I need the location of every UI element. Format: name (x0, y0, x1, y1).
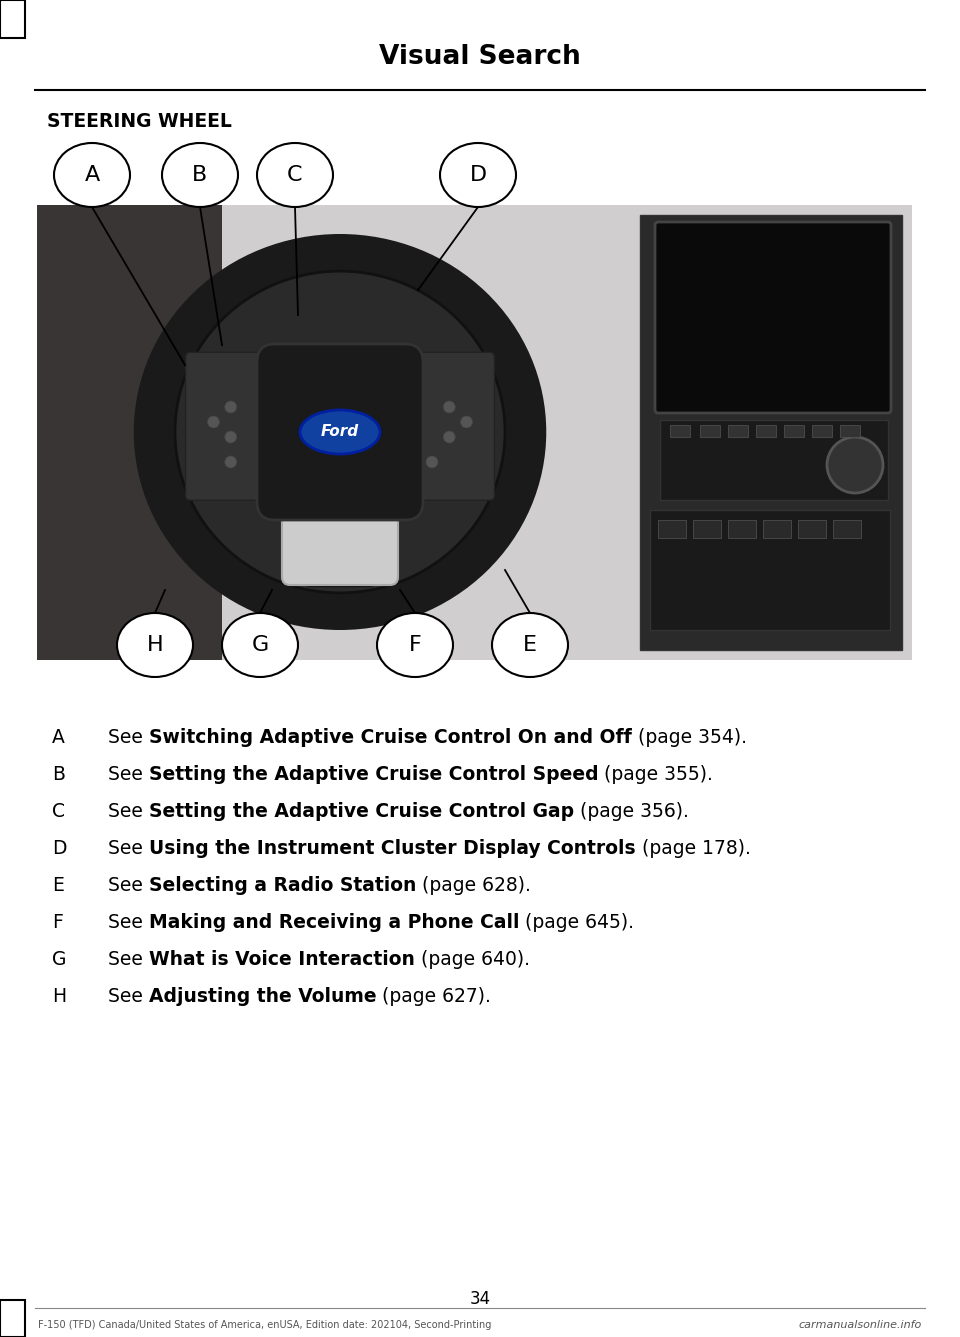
Bar (728, 425, 748, 437)
Text: Ford: Ford (321, 425, 359, 440)
Ellipse shape (133, 234, 546, 630)
Text: Visual Search: Visual Search (379, 44, 581, 70)
Ellipse shape (175, 271, 505, 592)
Text: H: H (52, 987, 66, 1005)
Ellipse shape (190, 289, 490, 576)
Ellipse shape (54, 143, 130, 207)
Bar (0, 1300, 25, 1337)
Text: A: A (84, 164, 100, 185)
Bar (658, 520, 686, 537)
Text: H: H (147, 635, 163, 655)
Text: C: C (52, 802, 65, 821)
Ellipse shape (162, 143, 238, 207)
Text: D: D (52, 840, 66, 858)
Text: Making and Receiving a Phone Call: Making and Receiving a Phone Call (149, 913, 519, 932)
FancyBboxPatch shape (305, 491, 375, 587)
Text: (page 355).: (page 355). (598, 765, 713, 783)
Ellipse shape (222, 612, 298, 677)
Bar (693, 520, 721, 537)
Text: F-150 (TFD) Canada/United States of America, enUSA, Edition date: 202104, Second: F-150 (TFD) Canada/United States of Amer… (38, 1320, 492, 1330)
Bar (37, 205, 222, 660)
FancyBboxPatch shape (398, 352, 494, 500)
Text: See: See (108, 840, 149, 858)
Text: Adjusting the Volume: Adjusting the Volume (149, 987, 376, 1005)
Text: STEERING WHEEL: STEERING WHEEL (47, 112, 232, 131)
Text: See: See (108, 913, 149, 932)
Text: See: See (108, 876, 149, 894)
Text: E: E (52, 876, 64, 894)
Text: See: See (108, 765, 149, 783)
Text: C: C (287, 164, 302, 185)
Text: (page 645).: (page 645). (519, 913, 635, 932)
Text: (page 356).: (page 356). (574, 802, 689, 821)
Ellipse shape (257, 143, 333, 207)
Ellipse shape (440, 143, 516, 207)
Text: (page 354).: (page 354). (632, 729, 747, 747)
Text: Switching Adaptive Cruise Control On and Off: Switching Adaptive Cruise Control On and… (149, 729, 632, 747)
Text: See: See (108, 951, 149, 969)
Bar (650, 509, 890, 630)
Bar (784, 425, 804, 437)
FancyBboxPatch shape (282, 509, 398, 586)
Text: E: E (523, 635, 537, 655)
Text: B: B (52, 765, 65, 783)
FancyBboxPatch shape (257, 344, 423, 520)
Text: (page 640).: (page 640). (415, 951, 530, 969)
Text: G: G (252, 635, 269, 655)
Circle shape (225, 456, 237, 468)
Text: (page 628).: (page 628). (417, 876, 531, 894)
Ellipse shape (492, 612, 568, 677)
Text: B: B (192, 164, 207, 185)
Text: G: G (52, 951, 66, 969)
Circle shape (225, 431, 237, 443)
Bar (756, 425, 776, 437)
Bar (670, 425, 690, 437)
Text: (page 178).: (page 178). (636, 840, 751, 858)
FancyBboxPatch shape (655, 222, 891, 413)
Text: Setting the Adaptive Cruise Control Gap: Setting the Adaptive Cruise Control Gap (149, 802, 574, 821)
Ellipse shape (377, 612, 453, 677)
Text: F: F (409, 635, 421, 655)
Text: F: F (52, 913, 62, 932)
Text: 34: 34 (469, 1290, 491, 1308)
FancyBboxPatch shape (185, 352, 281, 500)
Bar (660, 420, 888, 500)
Ellipse shape (300, 410, 380, 455)
Text: Selecting a Radio Station: Selecting a Radio Station (149, 876, 417, 894)
Circle shape (444, 401, 455, 413)
Bar (833, 520, 861, 537)
Text: See: See (108, 987, 149, 1005)
Bar (840, 425, 860, 437)
Circle shape (225, 401, 237, 413)
Text: See: See (108, 729, 149, 747)
Bar (37, 205, 912, 660)
Bar (0, 0, 25, 37)
Text: Setting the Adaptive Cruise Control Speed: Setting the Adaptive Cruise Control Spee… (149, 765, 598, 783)
Circle shape (461, 416, 472, 428)
Bar (798, 520, 826, 537)
Circle shape (444, 431, 455, 443)
Text: What is Voice Interaction: What is Voice Interaction (149, 951, 415, 969)
Bar (640, 215, 902, 650)
Text: carmanualsonline.info: carmanualsonline.info (799, 1320, 922, 1330)
Text: (page 627).: (page 627). (376, 987, 492, 1005)
Text: See: See (108, 802, 149, 821)
Circle shape (827, 437, 883, 493)
Bar (812, 425, 832, 437)
Bar (700, 425, 720, 437)
Text: Using the Instrument Cluster Display Controls: Using the Instrument Cluster Display Con… (149, 840, 636, 858)
Ellipse shape (197, 293, 483, 571)
Text: D: D (469, 164, 487, 185)
Bar (763, 520, 791, 537)
Circle shape (426, 456, 438, 468)
Ellipse shape (117, 612, 193, 677)
Bar (728, 520, 756, 537)
Text: A: A (52, 729, 65, 747)
Circle shape (207, 416, 220, 428)
